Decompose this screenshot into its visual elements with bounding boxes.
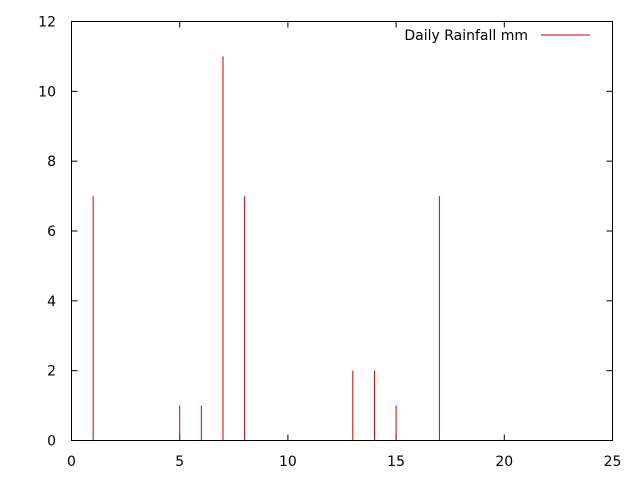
x-axis-tick-labels: 0 5 10 15 20 25 — [67, 454, 621, 470]
y-tick-label: 10 — [38, 84, 56, 100]
y-tick-label: 6 — [47, 224, 56, 240]
legend: Daily Rainfall mm — [404, 28, 590, 44]
x-tick-label: 15 — [387, 454, 405, 470]
y-tick-label: 4 — [47, 294, 56, 310]
y-axis-tick-labels: 0 2 4 6 8 10 12 — [38, 15, 56, 450]
y-tick-label: 2 — [47, 364, 56, 380]
y-tick-label: 12 — [38, 15, 56, 31]
y-tick-label: 8 — [47, 154, 56, 170]
legend-label: Daily Rainfall mm — [404, 28, 528, 44]
x-tick-label: 5 — [175, 454, 184, 470]
x-tick-label: 10 — [279, 454, 297, 470]
x-tick-label: 0 — [67, 454, 76, 470]
x-tick-label: 25 — [604, 454, 622, 470]
y-tick-label: 0 — [47, 434, 56, 450]
data-series — [92, 56, 440, 441]
plot-frame — [71, 21, 613, 441]
x-tick-label: 20 — [495, 454, 513, 470]
